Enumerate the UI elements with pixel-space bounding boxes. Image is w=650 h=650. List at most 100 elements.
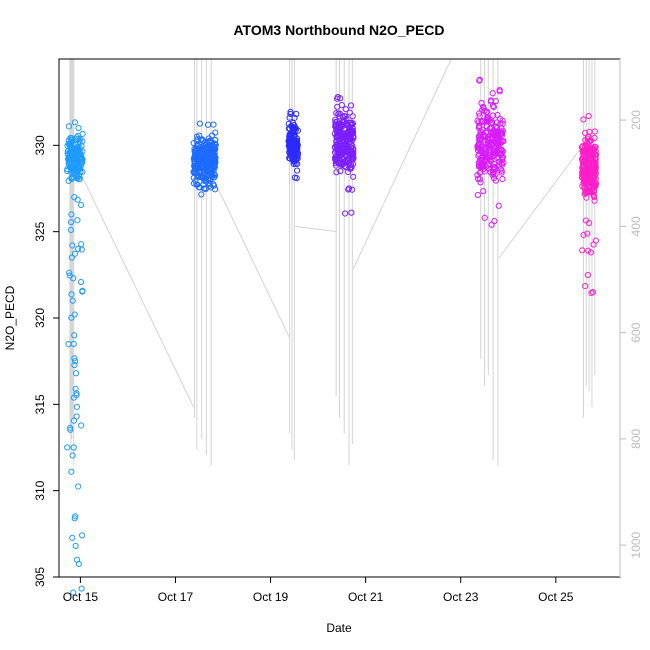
data-point (75, 245, 82, 252)
data-point (75, 124, 82, 132)
data-point (294, 155, 301, 162)
data-point (212, 141, 219, 149)
data-point (476, 113, 483, 120)
y2-tick-label: 1000 (629, 531, 643, 558)
data-point (193, 138, 201, 145)
data-point (67, 226, 74, 234)
data-point (197, 174, 205, 181)
scatter-points-layer (64, 76, 600, 596)
data-point (74, 217, 81, 224)
data-point (481, 214, 488, 222)
flight-series-3 (285, 108, 302, 182)
data-point (580, 116, 587, 123)
data-point (586, 128, 593, 135)
data-point (332, 158, 339, 165)
data-point (347, 102, 355, 109)
x-tick-label: Oct 17 (158, 590, 194, 604)
data-point (585, 112, 592, 120)
data-point (285, 120, 292, 127)
data-point (580, 231, 587, 238)
data-point (478, 99, 485, 107)
data-point (66, 153, 73, 160)
data-point (474, 142, 481, 150)
data-point (336, 138, 343, 145)
data-point (212, 129, 219, 136)
data-point (286, 131, 294, 138)
data-point (335, 120, 342, 127)
data-point (205, 179, 212, 187)
altitude-transit-line (352, 58, 452, 270)
data-point (68, 144, 75, 151)
data-point (68, 468, 75, 475)
data-point (579, 163, 586, 170)
data-point (587, 182, 594, 189)
y-axis-label: N2O_PECD (3, 285, 17, 350)
data-point (348, 148, 355, 155)
data-point (486, 145, 493, 152)
data-point (350, 173, 357, 180)
data-point (77, 278, 85, 286)
data-point (483, 128, 490, 135)
data-point (336, 124, 343, 131)
data-point (479, 127, 486, 134)
data-point (69, 148, 76, 155)
data-point (196, 120, 203, 127)
data-point (588, 289, 595, 297)
data-point (65, 340, 72, 348)
data-point (194, 161, 201, 168)
data-point (480, 188, 487, 195)
data-point (79, 532, 86, 539)
data-point (74, 196, 81, 203)
data-point (190, 139, 197, 147)
data-point (349, 186, 356, 193)
data-point (212, 146, 219, 153)
data-point (71, 361, 78, 369)
data-point (291, 114, 298, 121)
data-point (485, 117, 492, 124)
data-point (590, 166, 597, 173)
data-point (479, 117, 486, 125)
data-point (206, 180, 213, 187)
data-point (494, 124, 501, 131)
data-point (341, 113, 348, 120)
y-tick-label: 330 (33, 135, 47, 155)
data-point (345, 185, 353, 192)
data-point (69, 452, 76, 459)
data-point (484, 162, 492, 169)
y2-tick-label: 400 (629, 216, 643, 236)
data-point (587, 137, 594, 144)
data-point (490, 163, 497, 171)
data-point (333, 134, 340, 141)
data-point (484, 114, 491, 121)
data-point (73, 413, 80, 420)
data-point (67, 164, 74, 171)
data-point (204, 121, 212, 128)
data-point (68, 254, 75, 261)
data-point (583, 150, 590, 157)
data-point (342, 163, 349, 171)
data-point (70, 444, 77, 451)
data-point (200, 162, 207, 170)
y2-tick-label: 600 (629, 322, 643, 342)
data-point (477, 179, 484, 186)
data-point (582, 283, 589, 290)
data-point (78, 585, 85, 592)
data-point (72, 172, 79, 179)
data-point (481, 150, 488, 157)
data-point (73, 390, 80, 397)
data-point (579, 247, 586, 254)
data-point (580, 148, 587, 155)
data-point (347, 152, 355, 159)
flight-series-1 (64, 119, 86, 596)
data-point (348, 209, 355, 216)
data-point (200, 149, 207, 156)
data-point (478, 163, 485, 170)
data-point (68, 291, 75, 298)
data-point (75, 483, 82, 490)
data-point (69, 242, 76, 249)
x-tick-label: Oct 25 (538, 590, 574, 604)
flight-series-5 (474, 76, 507, 228)
data-point (68, 211, 75, 218)
data-point (591, 197, 598, 204)
data-point (333, 169, 340, 176)
